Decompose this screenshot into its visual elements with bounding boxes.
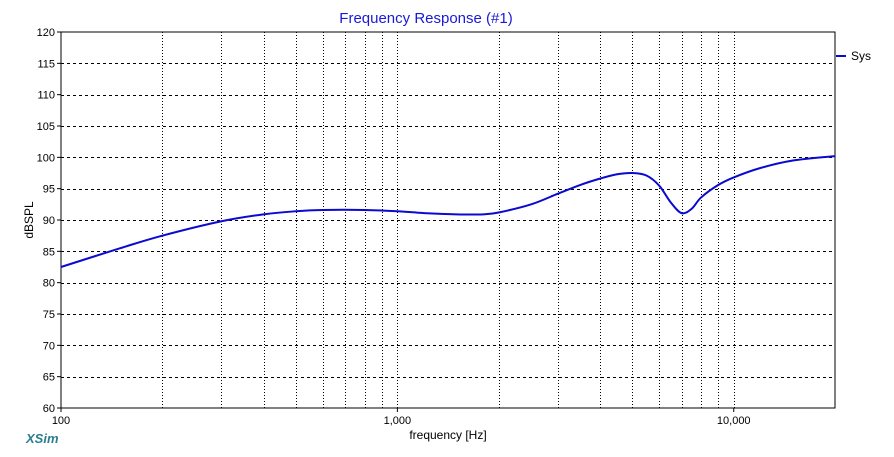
x-tick-label: 100 xyxy=(52,415,70,427)
data-point xyxy=(295,210,297,212)
data-point xyxy=(645,174,648,177)
x-axis-label: frequency [Hz] xyxy=(409,428,486,442)
y-axis-ticks: 60 65 70 75 80 85 90 95 100 105 110 115 120 xyxy=(37,27,61,415)
data-point xyxy=(759,167,761,169)
y-tick-label: 80 xyxy=(43,278,55,290)
data-point xyxy=(119,247,121,249)
data-point xyxy=(482,213,484,215)
data-point xyxy=(700,196,702,199)
y-tick-label: 120 xyxy=(37,27,55,39)
data-point xyxy=(681,212,683,214)
data-point xyxy=(557,193,559,195)
data-point xyxy=(670,201,672,204)
y-tick-label: 70 xyxy=(43,340,55,352)
data-point xyxy=(717,184,719,186)
y-tick-label: 65 xyxy=(43,372,55,384)
x-tick-label: 10,000 xyxy=(717,415,751,427)
x-axis-ticks: 100 1,000 10,000 xyxy=(52,408,751,427)
y-tick-label: 85 xyxy=(43,246,55,258)
data-point xyxy=(220,220,223,222)
data-point xyxy=(161,235,163,237)
y-tick-label: 90 xyxy=(43,215,55,227)
y-tick-label: 115 xyxy=(37,58,55,70)
y-tick-label: 105 xyxy=(37,121,55,133)
data-point xyxy=(658,184,660,187)
grid xyxy=(61,32,835,408)
data-point xyxy=(733,176,735,178)
data-point xyxy=(498,211,500,214)
legend: Sys xyxy=(836,49,871,63)
data-point xyxy=(792,159,794,162)
data-point xyxy=(262,213,265,215)
data-point xyxy=(834,155,836,157)
chart-title: Frequency Response (#1) xyxy=(339,10,512,27)
y-tick-label: 100 xyxy=(37,152,55,164)
data-point xyxy=(60,266,62,268)
x-tick-label: 1,000 xyxy=(384,415,412,427)
data-point xyxy=(396,210,398,212)
data-point xyxy=(631,172,634,174)
y-tick-label: 110 xyxy=(37,90,55,102)
data-point xyxy=(616,173,618,175)
series-line-sys xyxy=(60,155,836,268)
y-tick-label: 60 xyxy=(43,403,55,415)
xsim-watermark: XSim xyxy=(25,431,59,446)
data-point xyxy=(456,213,458,215)
y-tick-label: 95 xyxy=(43,184,55,196)
data-point xyxy=(364,209,366,211)
data-point xyxy=(599,178,601,180)
data-point xyxy=(579,184,581,186)
y-axis-label: dBSPL xyxy=(22,201,36,239)
data-point xyxy=(530,203,532,205)
data-point xyxy=(691,208,693,210)
y-tick-label: 75 xyxy=(43,309,55,321)
data-point xyxy=(423,212,425,214)
data-point xyxy=(322,209,324,211)
series-layer xyxy=(60,155,836,268)
legend-label-sys: Sys xyxy=(851,49,871,63)
